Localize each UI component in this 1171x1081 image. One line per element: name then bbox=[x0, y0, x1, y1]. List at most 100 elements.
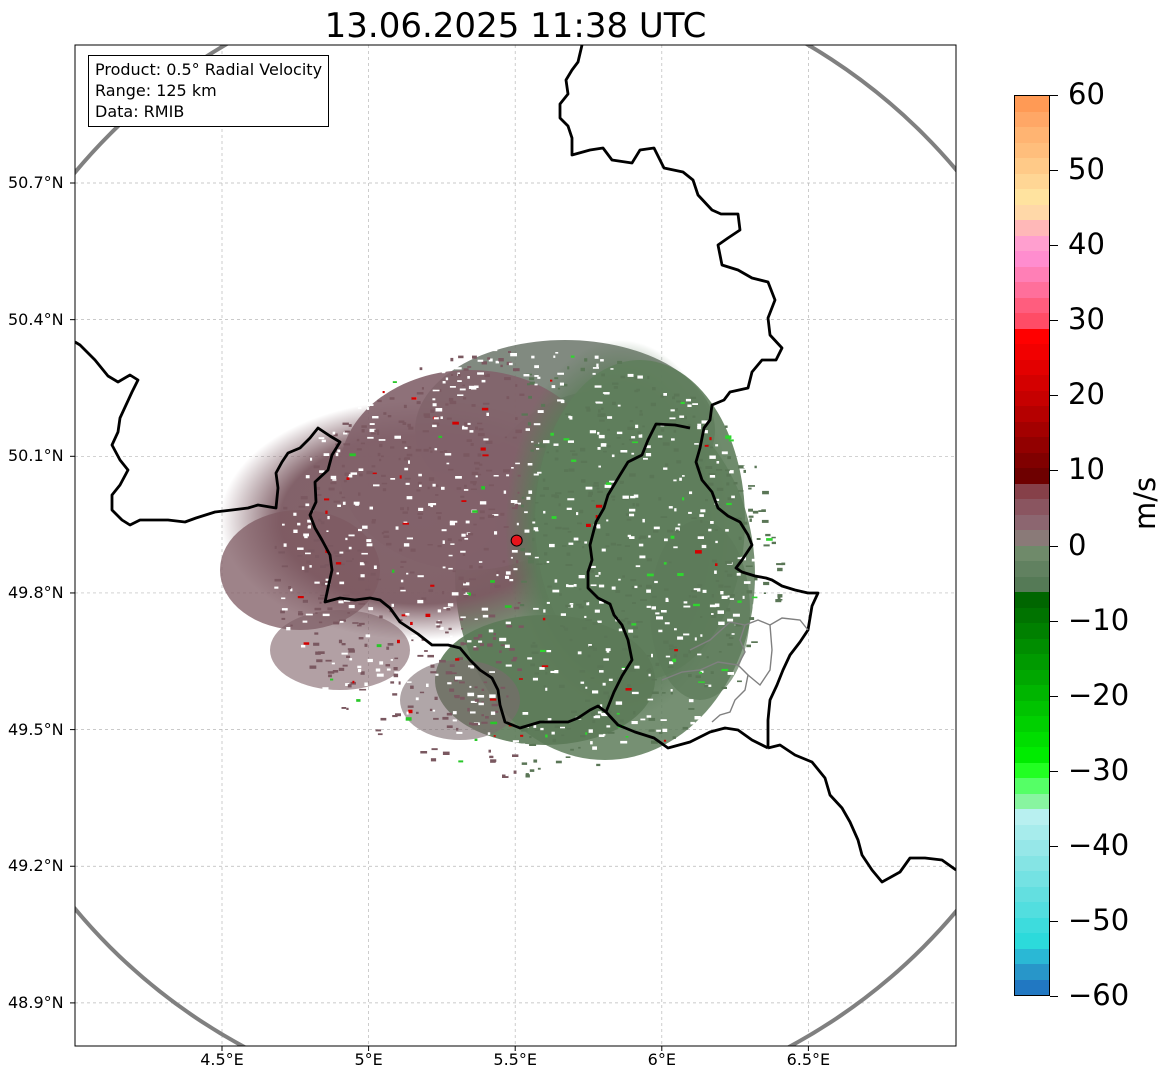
radar-bin bbox=[621, 610, 625, 612]
radar-bin bbox=[359, 473, 363, 477]
radar-bin bbox=[761, 519, 769, 523]
radar-bin bbox=[344, 472, 349, 476]
radar-bin bbox=[567, 761, 571, 764]
radar-bin bbox=[300, 496, 308, 500]
radar-bin bbox=[290, 588, 293, 592]
radar-bin bbox=[771, 536, 776, 539]
radar-bin bbox=[637, 375, 643, 379]
radar-bin bbox=[670, 409, 675, 412]
radar-bin bbox=[445, 377, 449, 381]
radar-bin bbox=[418, 516, 422, 519]
radar-bin bbox=[533, 423, 541, 426]
radar-bin bbox=[274, 545, 277, 549]
radar-bin bbox=[726, 473, 731, 477]
radar-bin bbox=[314, 607, 322, 611]
radar-bin bbox=[338, 667, 345, 671]
radar-bin bbox=[694, 443, 699, 445]
radar-bin bbox=[593, 482, 599, 484]
radar-bin bbox=[748, 487, 752, 490]
radar-bin bbox=[604, 484, 612, 488]
radar-bin bbox=[361, 425, 367, 428]
radar-bin bbox=[307, 525, 311, 529]
radar-bin bbox=[619, 452, 626, 454]
radar-bin bbox=[673, 479, 677, 482]
radar-bin bbox=[513, 568, 518, 571]
radar-bin bbox=[516, 522, 519, 526]
radar-bin bbox=[775, 599, 782, 603]
radar-bin bbox=[717, 610, 724, 614]
radar-bin bbox=[597, 711, 602, 714]
radar-bin bbox=[488, 749, 491, 753]
radar-bin bbox=[515, 417, 518, 420]
radar-bin bbox=[736, 572, 741, 576]
radar-bin bbox=[456, 727, 459, 731]
radar-bin bbox=[347, 648, 355, 650]
radar-site-marker[interactable] bbox=[510, 534, 523, 547]
radar-bin bbox=[448, 397, 454, 402]
radar-bin bbox=[526, 496, 531, 500]
radar-bin bbox=[522, 712, 529, 715]
radar-bin bbox=[477, 422, 483, 425]
radar-bin bbox=[366, 470, 373, 475]
radar-bin bbox=[496, 574, 499, 577]
radar-bin bbox=[394, 657, 399, 660]
colorbar-segment bbox=[1015, 576, 1049, 592]
radar-bin bbox=[402, 441, 407, 444]
radar-bin bbox=[430, 584, 435, 587]
radar-bin bbox=[688, 595, 691, 598]
radar-bin bbox=[627, 621, 631, 625]
radar-bin bbox=[515, 462, 520, 465]
radar-bin bbox=[433, 417, 439, 420]
radar-bin bbox=[746, 644, 751, 648]
radar-bin bbox=[302, 620, 308, 623]
colorbar-segment bbox=[1015, 561, 1049, 577]
radar-bin bbox=[658, 497, 662, 501]
radar-bin bbox=[606, 445, 611, 448]
radar-bin bbox=[470, 747, 475, 750]
radar-bin bbox=[374, 429, 380, 432]
radar-bin bbox=[505, 621, 511, 625]
radar-bin bbox=[585, 699, 591, 702]
radar-bin bbox=[346, 707, 349, 710]
radar-bin bbox=[483, 681, 488, 684]
radar-bin bbox=[358, 622, 365, 625]
radar-bin bbox=[473, 647, 479, 651]
radar-bin bbox=[448, 567, 453, 570]
radar-bin bbox=[531, 441, 534, 443]
radar-bin bbox=[358, 603, 366, 605]
colorbar-tick-label: 10 bbox=[1068, 452, 1105, 487]
radar-bin bbox=[763, 544, 770, 547]
radar-bin bbox=[422, 430, 429, 433]
radar-bin bbox=[650, 402, 656, 407]
radar-bin bbox=[455, 658, 460, 661]
radar-bin bbox=[381, 474, 386, 477]
product-info-box: Product: 0.5° Radial Velocity Range: 125… bbox=[88, 55, 330, 127]
radar-bin bbox=[718, 584, 724, 588]
radar-bin bbox=[646, 670, 652, 672]
radar-bin bbox=[701, 420, 708, 424]
radar-bin bbox=[357, 549, 362, 552]
radar-bin bbox=[710, 671, 714, 674]
radar-bin bbox=[461, 588, 469, 592]
radar-bin bbox=[714, 570, 717, 574]
radar-bin bbox=[348, 604, 355, 609]
radar-bin bbox=[348, 474, 353, 478]
radar-bin bbox=[695, 675, 701, 679]
radar-bin bbox=[585, 732, 588, 735]
radar-bin bbox=[464, 484, 467, 488]
radar-bin bbox=[532, 537, 535, 542]
radar-bin bbox=[668, 561, 672, 564]
radar-bin bbox=[398, 457, 401, 461]
radar-bin bbox=[773, 516, 779, 520]
radar-bin bbox=[398, 681, 401, 685]
radar-bin bbox=[756, 595, 760, 599]
colorbar-tick-label: −20 bbox=[1068, 677, 1130, 712]
radar-bin bbox=[667, 529, 674, 533]
radar-bin bbox=[463, 594, 469, 599]
radar-bin bbox=[281, 617, 286, 620]
radar-bin bbox=[442, 751, 450, 755]
radar-bin bbox=[435, 660, 441, 663]
radar-bin bbox=[745, 565, 753, 567]
radar-bin bbox=[336, 572, 339, 575]
